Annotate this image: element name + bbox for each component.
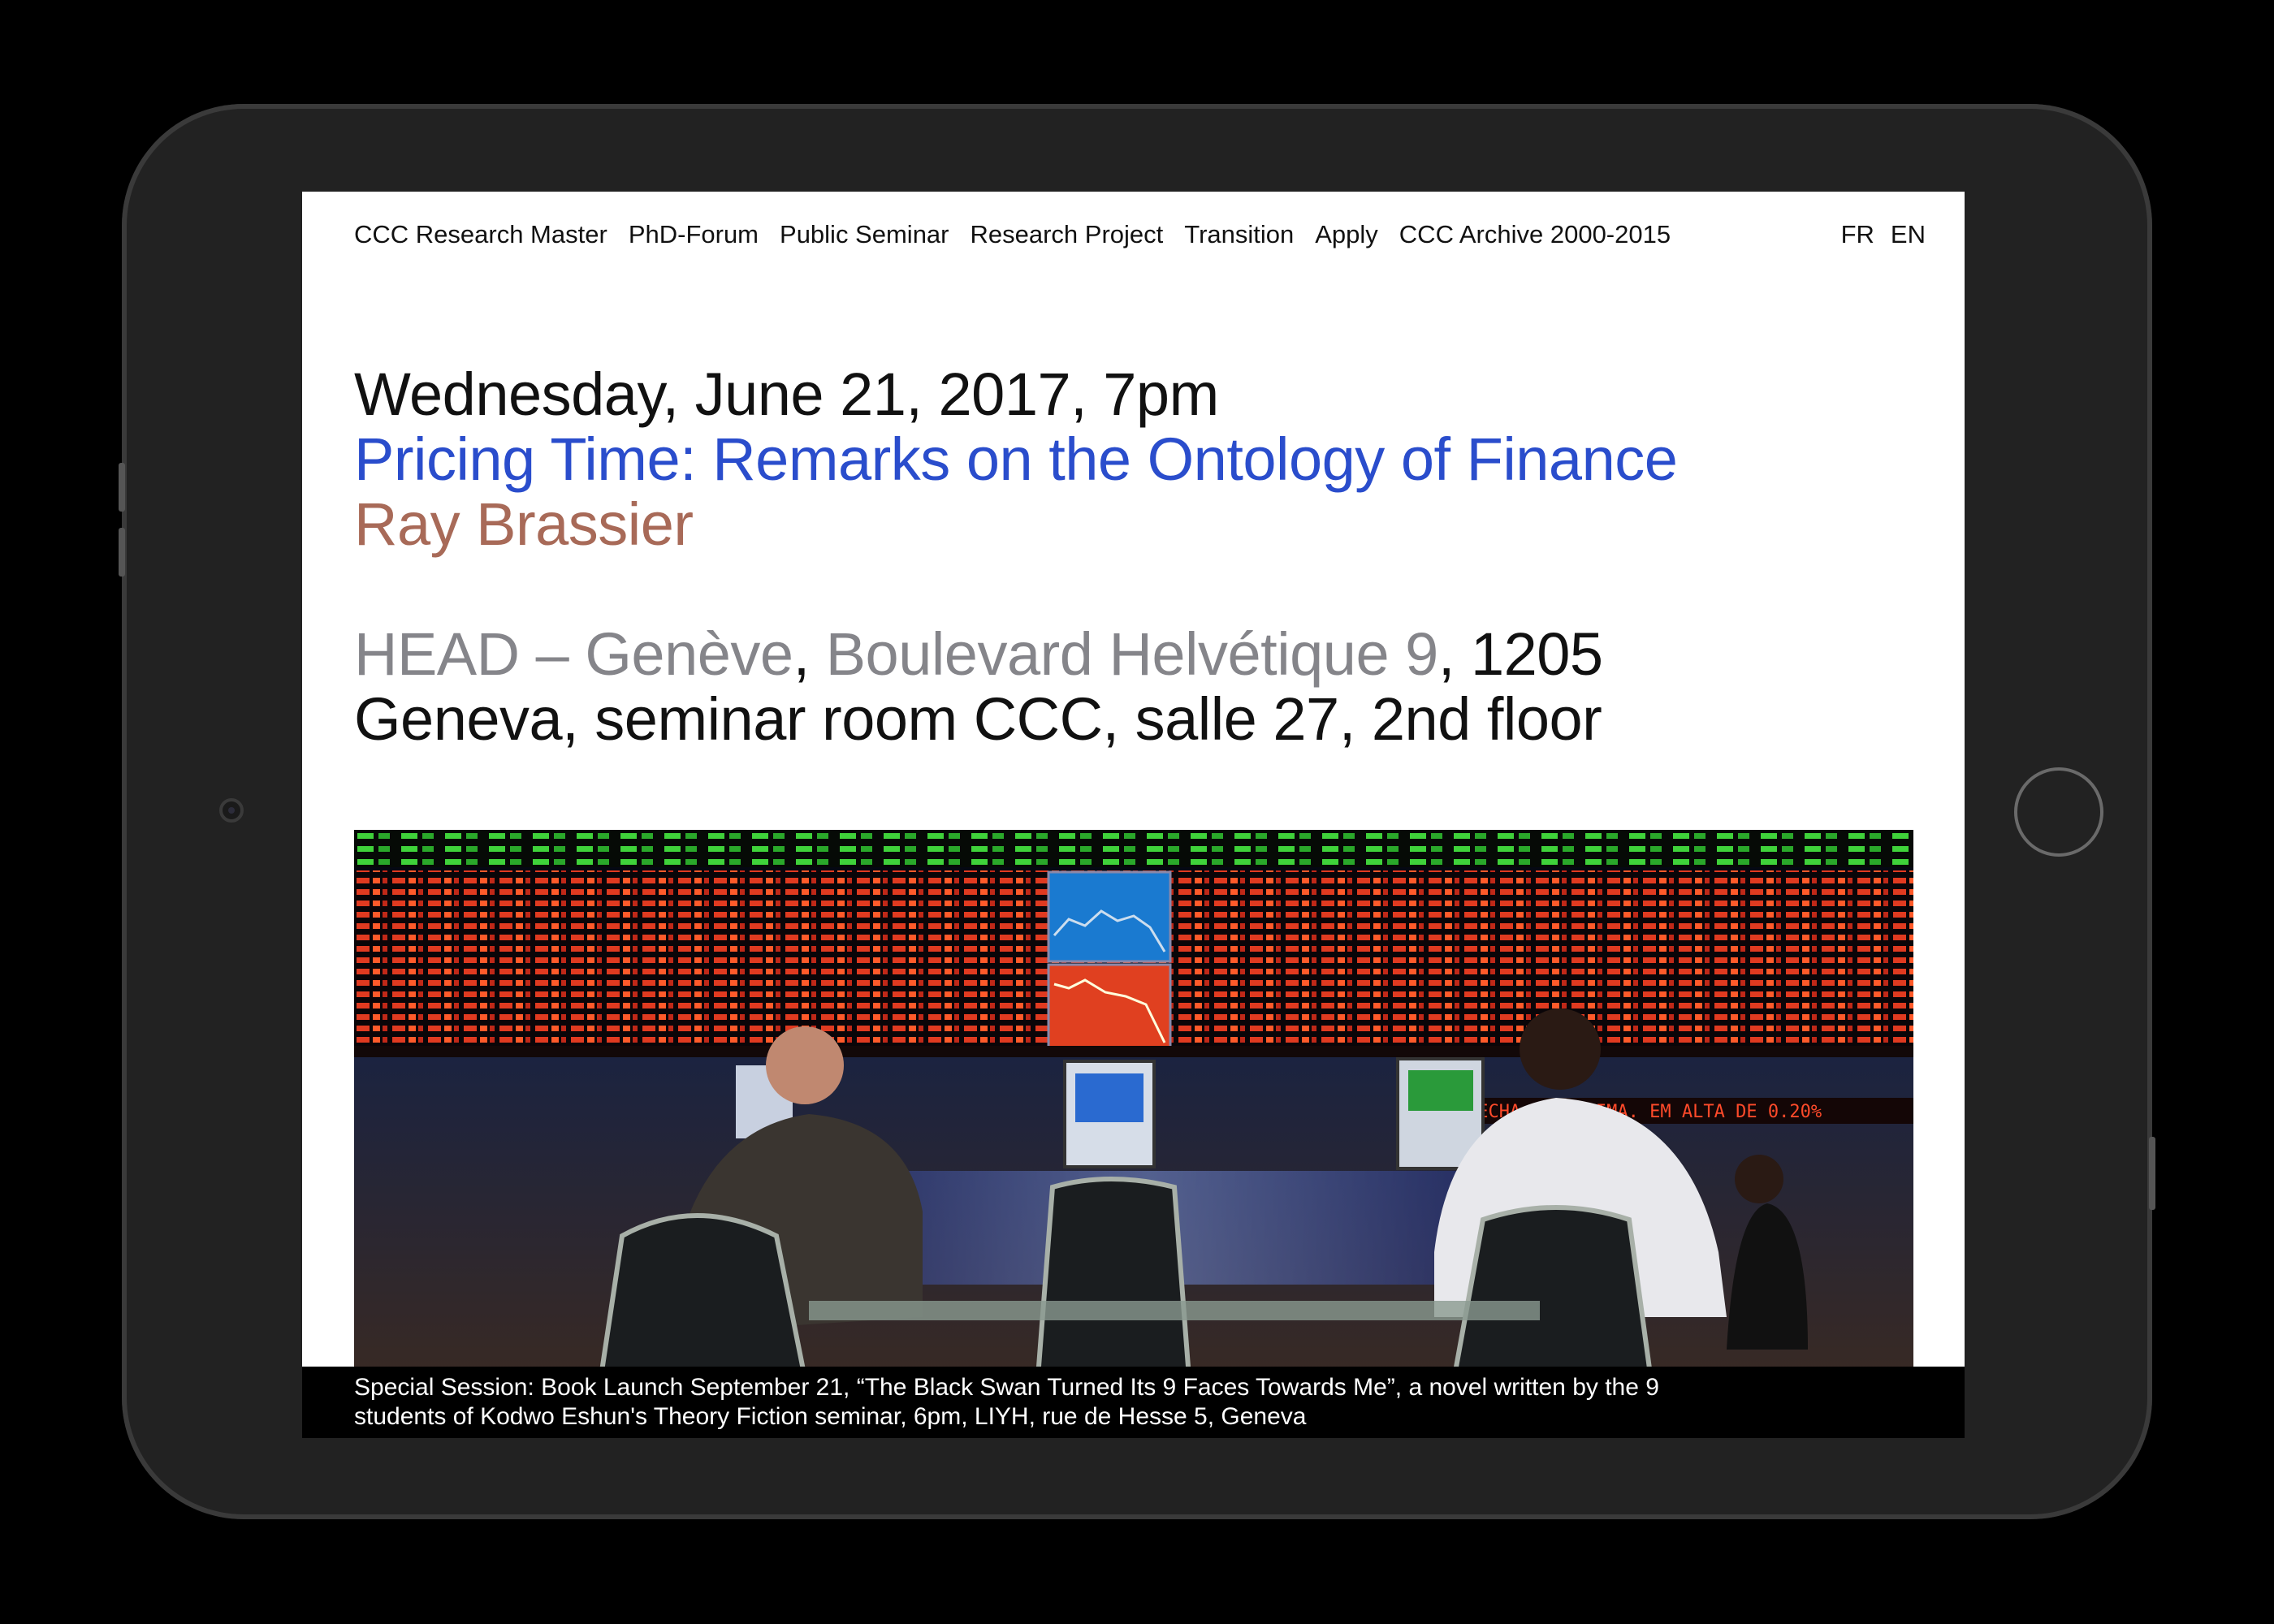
venue-postcode: , 1205 [1437,620,1603,688]
volume-up-button [119,463,125,512]
venue-room: Geneva, seminar room CCC, salle 27, 2nd … [354,685,1602,753]
lang-fr[interactable]: FR [1840,220,1874,248]
nav-apply[interactable]: Apply [1315,220,1378,248]
caption-line-1: Special Session: Book Launch September 2… [354,1374,1659,1401]
venue-street[interactable]: Boulevard Helvétique 9 [825,620,1439,688]
volume-down-button [119,528,125,577]
venue-separator: , [793,620,811,688]
front-camera [219,798,244,823]
nav-transition[interactable]: Transition [1184,220,1295,248]
event-speaker[interactable]: Ray Brassier [354,490,694,558]
event-title[interactable]: Pricing Time: Remarks on the Ontology of… [354,425,1678,493]
nav-research-project[interactable]: Research Project [970,220,1164,248]
event-photo: FECHA NA MAXIMA. EM ALTA DE 0.20% [354,830,1913,1398]
announcement-caption[interactable]: Special Session: Book Launch September 2… [302,1367,1965,1438]
nav-phd-forum[interactable]: PhD-Forum [628,220,759,248]
screen: CCC Research Master PhD-Forum Public Sem… [302,192,1965,1438]
event-venue: HEAD – Genève, Boulevard Helvétique 9, 1… [354,622,1897,752]
home-button[interactable] [2014,767,2103,857]
nav-public-seminar[interactable]: Public Seminar [780,220,949,248]
venue-name[interactable]: HEAD – Genève [354,620,793,688]
nav-research-master[interactable]: CCC Research Master [354,220,607,248]
language-switcher: FR EN [1841,220,1926,249]
lang-en[interactable]: EN [1890,220,1926,248]
caption-line-2: students of Kodwo Eshun's Theory Fiction… [354,1403,1307,1430]
event-date: Wednesday, June 21, 2017, 7pm [354,361,1219,428]
main-nav: CCC Research Master PhD-Forum Public Sem… [354,214,1926,255]
event-header: Wednesday, June 21, 2017, 7pm Pricing Ti… [354,362,1897,557]
power-button [2149,1137,2155,1210]
trading-floor-image: FECHA NA MAXIMA. EM ALTA DE 0.20% [354,830,1913,1398]
nav-archive[interactable]: CCC Archive 2000-2015 [1399,220,1671,248]
